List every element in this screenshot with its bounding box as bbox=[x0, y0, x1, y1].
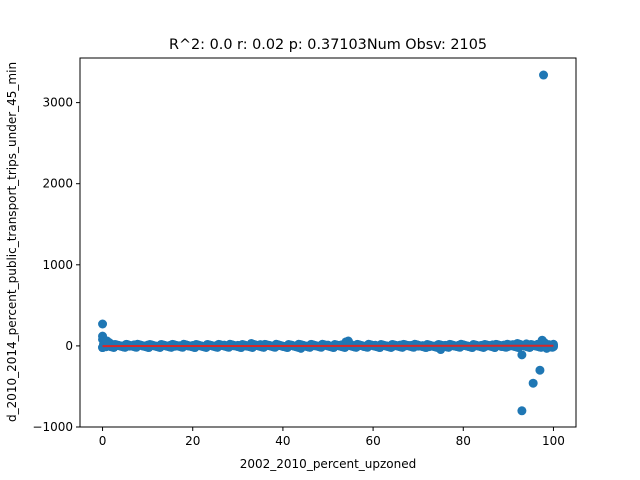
y-tick-label: −1000 bbox=[32, 420, 73, 434]
scatter-point bbox=[517, 406, 527, 416]
scatter-point bbox=[528, 378, 538, 388]
y-tick-label: 1000 bbox=[42, 258, 73, 272]
scatter-point bbox=[524, 342, 534, 352]
axes-frame bbox=[79, 57, 577, 428]
x-tick-label: 60 bbox=[365, 434, 380, 448]
y-tick-label: 0 bbox=[65, 339, 73, 353]
scatter-point bbox=[535, 365, 545, 375]
scatter-point bbox=[533, 339, 543, 349]
scatter-point bbox=[539, 70, 549, 80]
y-axis: −1000 0 1000 2000 3000 bbox=[32, 96, 80, 434]
x-tick-label: 0 bbox=[99, 434, 107, 448]
y-tick-label: 2000 bbox=[42, 177, 73, 191]
plot-area bbox=[98, 70, 558, 416]
chart-title: R^2: 0.0 r: 0.02 p: 0.37103Num Obsv: 210… bbox=[169, 37, 487, 53]
x-tick-label: 40 bbox=[275, 434, 290, 448]
x-tick-label: 20 bbox=[185, 434, 200, 448]
x-tick-label: 100 bbox=[542, 434, 565, 448]
x-axis-label: 2002_2010_percent_upzoned bbox=[240, 457, 417, 471]
x-axis: 0 20 40 60 80 100 bbox=[99, 427, 565, 448]
x-tick-label: 80 bbox=[456, 434, 471, 448]
scatter-point bbox=[98, 319, 108, 329]
y-axis-label: d_2010_2014_percent_public_transport_tri… bbox=[5, 62, 19, 422]
scatter-point bbox=[517, 350, 527, 360]
y-tick-label: 3000 bbox=[42, 96, 73, 110]
